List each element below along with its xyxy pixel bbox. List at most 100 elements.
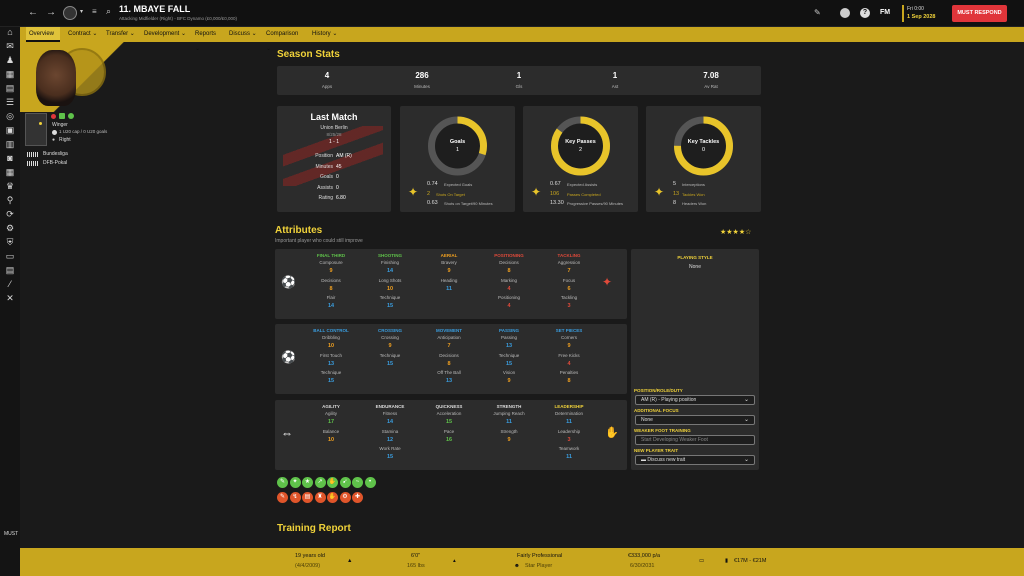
stat-ring-panel[interactable]: Key Passes 2 ✦ 0.67 Expected Assists 106 Passe…: [523, 106, 638, 212]
height-icon: ▴: [453, 558, 456, 564]
trait-badge-icon[interactable]: ★: [302, 477, 313, 488]
trait-badge-icon[interactable]: ✦: [289, 477, 301, 488]
attribute-value: 10: [327, 343, 335, 349]
settings-icon[interactable]: ⚙: [5, 223, 15, 233]
scouting-icon[interactable]: ⚲: [6, 195, 14, 205]
ring-fill: [551, 116, 610, 176]
club-crest-icon[interactable]: [63, 6, 77, 20]
tools-icon[interactable]: ✕: [6, 293, 14, 303]
player-action-icon: ✦: [408, 185, 419, 199]
attribute-group-icon: ⚽: [281, 350, 296, 364]
stat-ring-panel[interactable]: Goals 1 ✦ 0.74 Expected Goals 2 Shots On Targe…: [400, 106, 515, 212]
edit-icon[interactable]: ✎: [814, 8, 821, 17]
tab-label: History: [312, 31, 331, 37]
trait-badge-icon[interactable]: ↯: [289, 492, 301, 503]
ring-stat-text: Shots On Target: [436, 191, 465, 197]
chevron-down-icon: ⌄: [195, 46, 201, 52]
tab-label: Reports: [195, 31, 217, 37]
fm-logo[interactable]: FM: [880, 9, 891, 16]
reports-icon[interactable]: ▤: [5, 83, 15, 93]
attribute-name: Acceleration: [436, 411, 462, 416]
player-photo: [36, 50, 76, 106]
position-role-duty-select[interactable]: AM (R) - Playing position ⌄: [635, 395, 755, 405]
tab-development[interactable]: Development ⌄: [141, 27, 187, 42]
trait-badge-icon[interactable]: ✎: [277, 492, 288, 503]
help-icon[interactable]: ?: [860, 8, 870, 18]
media-icon[interactable]: ◙: [7, 153, 13, 163]
attribute-name: Strength: [500, 428, 518, 434]
inbox-icon[interactable]: ✉: [6, 41, 14, 51]
must-respond-button[interactable]: MUST RESPOND: [952, 5, 1007, 22]
attribute-value: 9: [329, 268, 333, 274]
schedule-icon[interactable]: ▦: [5, 167, 15, 177]
club-info-icon[interactable]: ▥: [5, 139, 15, 149]
trait-badge-icon[interactable]: ♜: [314, 492, 326, 503]
tab-transfer[interactable]: Transfer ⌄: [103, 27, 136, 42]
transfers-icon[interactable]: ⟳: [6, 209, 14, 219]
finances-icon[interactable]: ▭: [5, 251, 15, 261]
trait-badge-icon[interactable]: ✋: [327, 492, 338, 503]
focus-label: ADDITIONAL FOCUS: [634, 408, 679, 413]
tab-overview[interactable]: Overview ⌄: [26, 27, 60, 52]
search-icon[interactable]: ⌕: [106, 6, 112, 16]
season-stat-value: 7.08: [703, 71, 719, 80]
tab-contract[interactable]: Contract ⌄: [65, 27, 98, 42]
trait-badge-icon[interactable]: ~: [352, 477, 363, 488]
back-icon[interactable]: ←: [28, 7, 38, 18]
staff-icon[interactable]: ☰: [5, 97, 15, 107]
attribute-category: MOVEMENT: [435, 328, 462, 333]
attribute-name: Technique: [379, 352, 401, 358]
additional-focus-select[interactable]: None ⌄: [635, 415, 755, 425]
ring-stat-text: Tackles Won: [682, 191, 705, 197]
attribute-name: Decisions: [321, 277, 341, 283]
link-icon[interactable]: ⁄: [9, 279, 11, 289]
trait-badge-icon[interactable]: ✚: [352, 492, 363, 503]
attribute-category: CROSSING: [377, 328, 402, 333]
trait-badge-icon[interactable]: •: [364, 477, 376, 488]
tab-discuss[interactable]: Discuss ⌄: [226, 27, 258, 42]
ring-fill: [428, 116, 487, 176]
competitions-icon[interactable]: ♛: [5, 181, 15, 191]
last-match-value: 6.80: [336, 195, 346, 201]
ring-stat-text: Expected Assists: [567, 182, 598, 187]
tab-reports[interactable]: Reports ⌄: [192, 27, 222, 52]
menu-icon[interactable]: ≡: [92, 7, 97, 16]
weaker-foot-button[interactable]: Start Developing Weaker Foot: [635, 435, 755, 445]
trait-badge-icon[interactable]: ✎: [277, 477, 288, 488]
must-logo-icon: MUST: [4, 531, 19, 537]
comp-dfb-pokal[interactable]: DFB-Pokal: [43, 160, 68, 166]
game-time: Fri 0:00: [907, 6, 924, 12]
trait-badge-icon[interactable]: ▤: [302, 492, 313, 503]
ring-stat-number: 8: [673, 200, 677, 206]
trait-badge-icon[interactable]: ⚙: [339, 492, 351, 503]
forward-icon[interactable]: →: [46, 7, 56, 18]
shield-icon[interactable]: ⛨: [6, 237, 14, 247]
trait-badge-icon[interactable]: ↗: [314, 477, 326, 488]
trait-badge-icon[interactable]: ✋: [327, 477, 338, 488]
attribute-category: PASSING: [499, 328, 519, 333]
calendar-icon[interactable]: ▣: [5, 125, 15, 135]
squad-icon[interactable]: ♟: [5, 55, 15, 65]
last-match-panel[interactable]: Last Match Union Berlin 8/25/28 1 - 1 Po…: [277, 106, 391, 212]
attribute-value: 3: [567, 436, 571, 443]
season-stat-label: Av Rat: [704, 84, 718, 89]
attribute-value: 15: [386, 303, 394, 309]
home-icon[interactable]: ⌂: [7, 27, 13, 37]
comp-bundesliga[interactable]: Bundesliga: [43, 151, 68, 157]
attribute-value: 9: [388, 343, 392, 349]
trait-badge-icon[interactable]: ➹: [339, 477, 351, 488]
stat-ring-panel[interactable]: Key Tackles 0 ✦ 5 Interceptions 13 Tackles Won…: [646, 106, 761, 212]
attribute-group-icon: ⚽: [281, 275, 296, 289]
tactics-icon[interactable]: ▦: [5, 69, 15, 79]
dropdown-icon[interactable]: ▾: [80, 9, 84, 15]
globe-icon[interactable]: ◎: [6, 111, 14, 121]
archive-icon[interactable]: ▤: [5, 265, 15, 275]
attribute-value: 8: [507, 268, 511, 274]
attribute-value: 11: [506, 419, 512, 425]
last-match-value: AM (R): [336, 153, 352, 159]
tab-comparison[interactable]: Comparison ⌄: [263, 27, 304, 52]
tab-history[interactable]: History ⌄: [309, 27, 339, 42]
playing-style-label: PLAYING STYLE: [677, 255, 713, 260]
club-icon[interactable]: [840, 8, 850, 18]
new-trait-select[interactable]: ▬ Discuss new trait ⌄: [635, 455, 755, 465]
